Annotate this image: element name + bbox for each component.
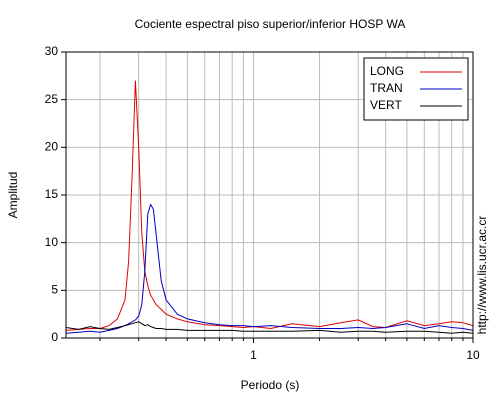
side-text: http://www.lis.ucr.ac.cr xyxy=(475,216,489,335)
plot-frame xyxy=(65,51,474,339)
data-line xyxy=(65,321,474,334)
x-tick-label: 1 xyxy=(250,348,257,362)
chart-title: Cociente espectral piso superior/inferio… xyxy=(135,17,406,31)
data-line xyxy=(65,203,474,334)
y-tick-label: 25 xyxy=(45,92,59,106)
y-tick-label: 0 xyxy=(51,330,58,344)
y-tick-label: 30 xyxy=(45,44,59,58)
x-axis-label: Periodo (s) xyxy=(241,378,300,392)
y-tick-label: 20 xyxy=(45,140,59,154)
y-axis-label: Amplitud xyxy=(6,172,20,219)
y-tick-label: 10 xyxy=(45,235,59,249)
legend-label: TRAN xyxy=(370,81,403,95)
legend-label: LONG xyxy=(370,64,404,78)
legend-label: VERT xyxy=(370,98,402,112)
data-line xyxy=(65,80,474,331)
x-tick-label: 10 xyxy=(466,348,480,362)
y-tick-label: 15 xyxy=(45,187,59,201)
y-tick-label: 5 xyxy=(51,283,58,297)
